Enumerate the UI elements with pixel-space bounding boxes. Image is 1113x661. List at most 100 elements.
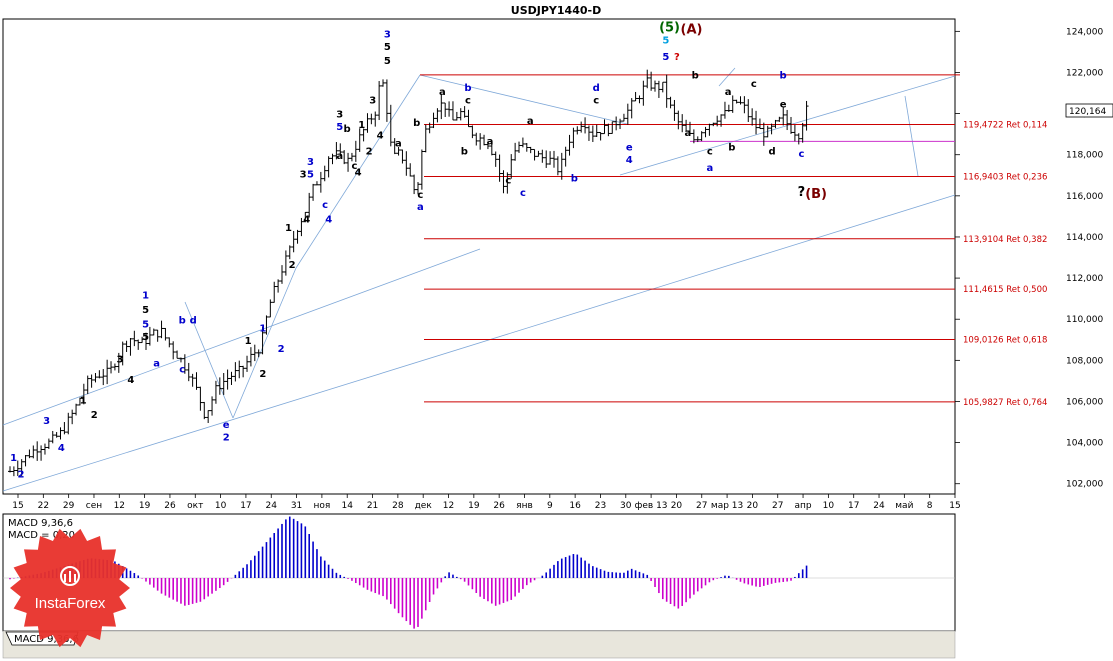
wave-label: 3 bbox=[43, 416, 50, 427]
wave-label: b bbox=[344, 124, 351, 135]
wave-label: b bbox=[780, 71, 787, 82]
x-tick-label: 20 bbox=[671, 501, 683, 511]
logo-emblem-icon bbox=[60, 566, 80, 586]
y-tick-label: 122,000 bbox=[1066, 68, 1103, 78]
fib-level-label: 113,9104 Ret 0,382 bbox=[963, 235, 1047, 245]
wave-label: b bbox=[464, 83, 471, 94]
wave-label: e bbox=[780, 99, 787, 110]
price-bars bbox=[8, 69, 809, 477]
x-tick-label: 17 bbox=[240, 501, 251, 511]
wave-label: 3 bbox=[116, 354, 123, 365]
wave-label: 5 bbox=[384, 56, 391, 67]
x-tick-label: сен bbox=[86, 501, 102, 511]
wave-label: e bbox=[223, 420, 230, 431]
wave-label: a bbox=[395, 138, 402, 149]
x-tick-label: 9 bbox=[547, 501, 553, 511]
current-price-label: 120,164 bbox=[1069, 107, 1106, 117]
wave-label: a bbox=[336, 151, 343, 162]
wave-label: c bbox=[520, 188, 526, 199]
x-tick-label: 28 bbox=[392, 501, 404, 511]
wave-label: c bbox=[351, 161, 357, 172]
wave-label: d bbox=[593, 83, 600, 94]
y-tick-label: 118,000 bbox=[1066, 151, 1103, 161]
wave-label: 1 bbox=[142, 291, 149, 302]
wave-label: d bbox=[190, 315, 197, 326]
x-tick-label: 12 bbox=[114, 501, 125, 511]
wave-label: 4 bbox=[377, 130, 384, 141]
x-tick-label: 19 bbox=[468, 501, 480, 511]
wave-label: a bbox=[153, 359, 160, 370]
fibonacci-levels: 119,4722 Ret 0,114 116,9403 Ret 0,236 113,… bbox=[424, 120, 1047, 408]
wave-label: 3 bbox=[336, 110, 343, 121]
wave-label: 3 bbox=[384, 30, 391, 41]
x-tick-label: 21 bbox=[367, 501, 378, 511]
wave-label: 5 bbox=[662, 36, 669, 47]
wave-label: b bbox=[571, 173, 578, 184]
current-price-badge: 120,164 bbox=[1065, 103, 1113, 118]
wave-label: a bbox=[706, 163, 713, 174]
main-plot-frame bbox=[2, 18, 956, 495]
wave-label: 5 bbox=[662, 52, 669, 63]
x-tick-label: ноя bbox=[313, 501, 330, 511]
y-tick-label: 112,000 bbox=[1066, 274, 1103, 284]
wave-label: 2 bbox=[366, 147, 373, 158]
wave-label: 2 bbox=[18, 470, 25, 481]
trend-channels bbox=[2, 67, 960, 492]
wave-label: a bbox=[439, 87, 446, 98]
x-tick-label: 10 bbox=[823, 501, 835, 511]
trend-line bbox=[904, 95, 919, 177]
wave-label: 5 bbox=[142, 332, 149, 343]
x-tick-label: 27 bbox=[772, 501, 783, 511]
macd-tab-label: MACD 9,36,6 bbox=[14, 634, 79, 645]
wave-label: c bbox=[179, 365, 185, 376]
wave-label: b bbox=[692, 71, 699, 82]
wave-label: ? bbox=[674, 52, 680, 63]
wave-label: 5 bbox=[336, 122, 343, 133]
logo-starburst-icon bbox=[10, 528, 130, 648]
x-tick-label: 19 bbox=[139, 501, 151, 511]
fib-level-label: 111,4615 Ret 0,500 bbox=[963, 285, 1047, 295]
macd-histogram bbox=[3, 516, 955, 629]
wave-label: 4 bbox=[127, 375, 134, 386]
wave-label: 2 bbox=[289, 260, 296, 271]
fib-level-label: 105,9827 Ret 0,764 bbox=[963, 398, 1047, 408]
wave-label: a bbox=[417, 202, 424, 213]
wave-label: 2 bbox=[91, 410, 98, 421]
x-tick-label: 22 bbox=[38, 501, 49, 511]
x-tick-label: 30 bbox=[620, 501, 632, 511]
x-tick-label: 16 bbox=[569, 501, 581, 511]
wave-label: 1 bbox=[358, 120, 365, 131]
instaforex-logo: InstaForex bbox=[10, 528, 130, 648]
wave-label: 3 bbox=[369, 95, 376, 106]
x-tick-label: 26 bbox=[164, 501, 176, 511]
x-tick-label: 24 bbox=[266, 501, 278, 511]
bottom-tab-bar bbox=[2, 630, 956, 659]
x-tick-label: 23 bbox=[595, 501, 606, 511]
wave-label: a bbox=[527, 116, 534, 127]
x-tick-label: 27 bbox=[696, 501, 707, 511]
wave-label: 1 bbox=[80, 396, 87, 407]
trend-line bbox=[2, 248, 481, 426]
wave-degree-label: (A) bbox=[681, 22, 703, 37]
x-tick-label: 8 bbox=[927, 501, 933, 511]
trend-line bbox=[184, 301, 234, 419]
x-tick-label: окт bbox=[187, 501, 203, 511]
x-tick-label: 14 bbox=[341, 501, 353, 511]
wave-label: a bbox=[684, 128, 691, 139]
wave-label: d bbox=[769, 147, 776, 158]
y-tick-label: 104,000 bbox=[1066, 439, 1103, 449]
wave-label: 3 bbox=[307, 157, 314, 168]
wave-label: 4 bbox=[355, 167, 362, 178]
wave-label: c bbox=[707, 147, 713, 158]
wave-label: 5 bbox=[307, 169, 314, 180]
wave-label: a bbox=[725, 87, 732, 98]
trend-line bbox=[295, 74, 421, 269]
fib-level-label: 116,9403 Ret 0,236 bbox=[963, 173, 1047, 183]
y-tick-label: 124,000 bbox=[1066, 27, 1103, 37]
wave-label: 5 bbox=[142, 319, 149, 330]
logo-text: InstaForex bbox=[35, 595, 106, 612]
wave-label: c bbox=[593, 95, 599, 106]
x-tick-label: 29 bbox=[63, 501, 75, 511]
